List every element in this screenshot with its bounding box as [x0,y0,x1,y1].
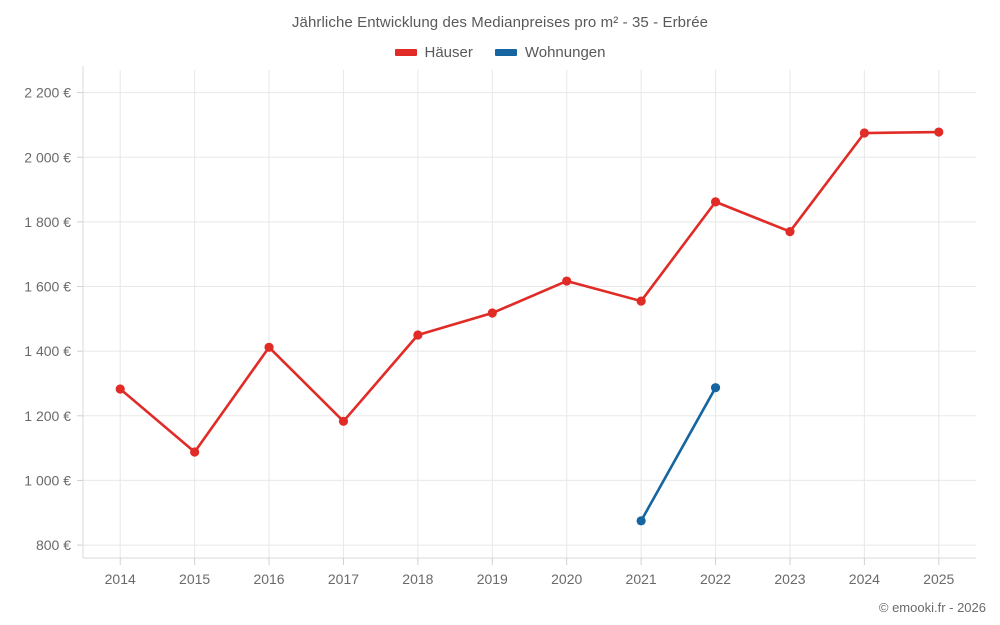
x-axis-tick-label: 2019 [477,571,508,587]
data-point[interactable] [710,383,721,393]
x-axis-tick-label: 2014 [105,571,136,587]
data-point[interactable] [487,308,497,318]
data-point[interactable] [934,127,944,137]
x-axis-tick-label: 2015 [179,571,210,587]
data-point[interactable] [859,128,869,138]
data-point[interactable] [636,516,646,526]
x-axis-tick-label: 2024 [849,571,880,587]
axis-lines [82,66,976,559]
data-point[interactable] [710,197,721,207]
x-axis-tick-label: 2023 [774,571,805,587]
y-axis-tick-labels: 800 € 1 000 € 1 200 € 1 400 € 1 600 € 1 800 €… [24,85,71,553]
data-point[interactable] [636,296,646,306]
x-axis-tick-label: 2022 [700,571,731,587]
y-axis-tick-label: 1 800 € [24,214,71,230]
x-axis-tick-label: 2016 [253,571,284,587]
x-axis-tick-label: 2020 [551,571,582,587]
chart-title: Jährliche Entwicklung des Medianpreises … [291,14,709,31]
legend-item-wohnungen[interactable]: Wohnungen [494,44,606,61]
y-axis-tick-label: 1 000 € [24,472,71,488]
data-point[interactable] [562,276,572,286]
copyright-credit: © emooki.fr - 2026 [878,600,986,615]
data-point[interactable] [115,384,125,394]
gridlines [77,70,976,558]
legend-swatch-wohnungen [494,49,517,56]
y-axis-tick-label: 1 400 € [24,343,71,359]
series-line-häuser [118,130,941,454]
series-line-wohnungen [639,386,717,523]
y-axis-tick-label: 2 000 € [24,149,71,165]
legend-label-hauser: Häuser [424,44,473,61]
y-axis-tick-label: 2 200 € [24,85,71,101]
data-point[interactable] [264,342,274,352]
y-axis-tick-label: 800 € [36,537,71,553]
x-axis-tick-label: 2018 [402,571,433,587]
x-axis-tick-labels: 2014 2015 2016 2017 2018 2019 2020 2021 2022 2023… [105,558,955,587]
legend-item-hauser[interactable]: Häuser [394,44,473,61]
y-axis-tick-label: 1 600 € [24,279,71,295]
legend-label-wohnungen: Wohnungen [524,44,606,61]
data-point[interactable] [785,226,795,237]
data-point[interactable] [338,416,349,426]
data-point[interactable] [190,447,200,457]
x-axis-tick-label: 2025 [923,571,954,587]
x-axis-tick-label: 2021 [626,571,657,587]
series-points [115,127,944,526]
y-axis-tick-label: 1 200 € [24,408,71,424]
series-lines [118,130,941,523]
chart-legend: Häuser Wohnungen [0,44,1000,61]
legend-swatch-hauser [394,49,417,56]
x-axis-tick-label: 2017 [328,571,359,587]
data-point[interactable] [413,330,423,340]
